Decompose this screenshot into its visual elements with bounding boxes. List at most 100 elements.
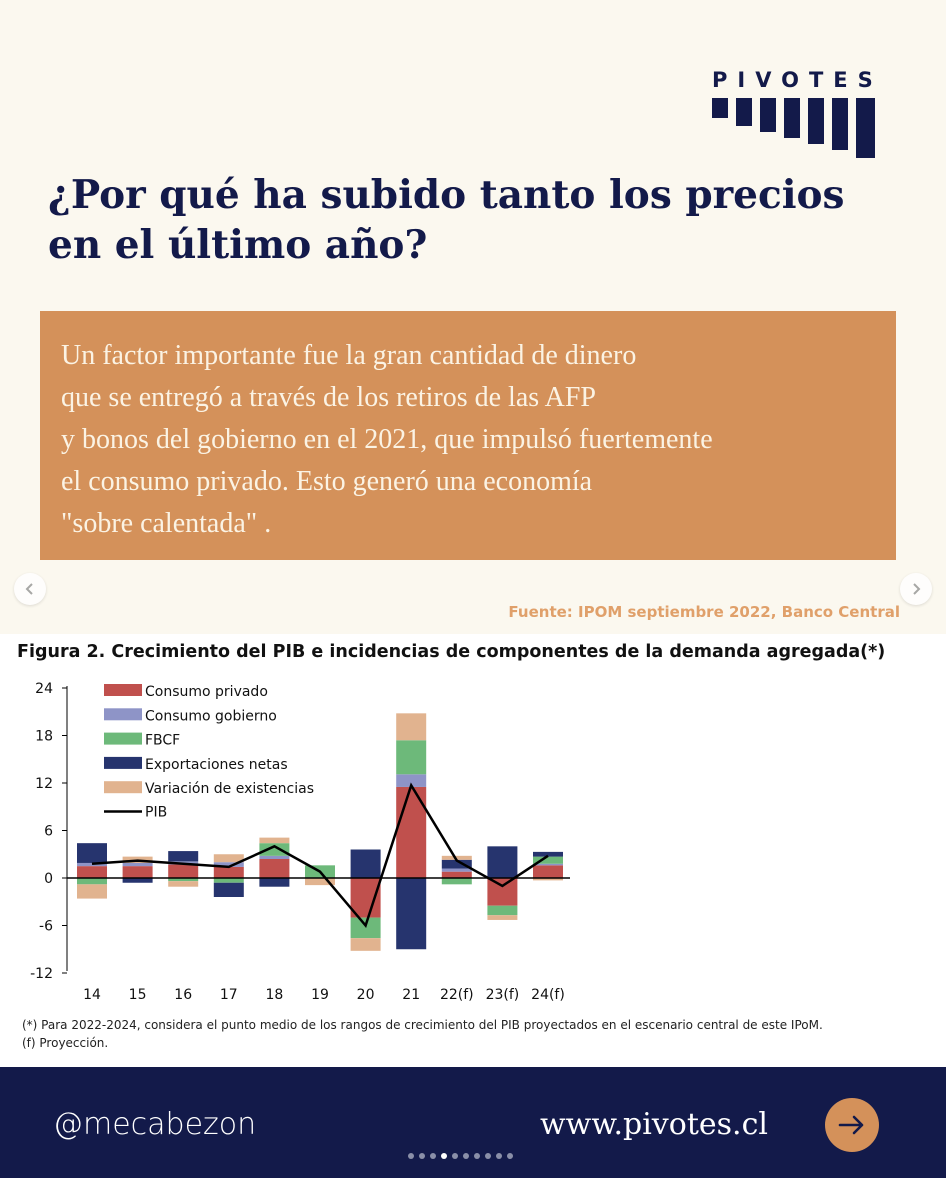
y-tick-label: -6 [39, 919, 53, 935]
bar-segment [259, 859, 290, 878]
bar-segment [396, 740, 427, 775]
legend-swatch [104, 732, 142, 745]
bar-segment [259, 843, 290, 856]
bar-segment [77, 884, 107, 899]
bar-segment [487, 846, 518, 878]
bar-segment [77, 843, 107, 863]
legend-label: FBCF [145, 733, 180, 749]
legend-swatch [104, 684, 142, 696]
legend-label: PIB [145, 805, 167, 821]
bar-segment [487, 905, 518, 916]
bar-segment [259, 878, 290, 887]
bar-segment [168, 878, 199, 882]
carousel-dot[interactable] [419, 1153, 425, 1159]
x-tick-label: 19 [311, 987, 329, 1003]
y-tick-label: 18 [35, 729, 53, 745]
quote-box: Un factor importante fue la gran cantida… [40, 311, 896, 560]
carousel-dot[interactable] [507, 1153, 513, 1159]
bar-segment [533, 865, 563, 878]
bar-segment [441, 878, 472, 885]
carousel-dot[interactable] [408, 1153, 414, 1159]
x-tick-label: 20 [357, 987, 375, 1003]
bar-segment [396, 878, 427, 950]
bar-segment [122, 878, 153, 883]
bar-segment [259, 855, 290, 859]
x-tick-label: 22(f) [440, 987, 474, 1003]
bar-segment [168, 881, 199, 887]
bar-segment [213, 862, 244, 867]
y-tick-label: 0 [44, 871, 53, 887]
y-tick-label: 12 [35, 776, 53, 792]
bar-segment [168, 851, 199, 862]
title-line-1: ¿Por qué ha subido tanto los precios [48, 172, 845, 218]
x-tick-label: 15 [129, 987, 147, 1003]
figure-title: Figura 2. Crecimiento del PIB e incidenc… [17, 642, 886, 662]
bar-segment [533, 863, 563, 866]
bar-segment [441, 871, 472, 878]
x-tick-label: 17 [220, 987, 238, 1003]
legend-label: Variación de existencias [145, 781, 314, 797]
carousel-dot[interactable] [430, 1153, 436, 1159]
bar-segment [441, 859, 472, 869]
bar-segment [213, 866, 244, 878]
bar-segment [396, 774, 427, 787]
legend-swatch [104, 781, 142, 794]
footer: @mecabezon www.pivotes.cl [0, 1067, 946, 1178]
bar-segment [350, 917, 381, 939]
logo-bars-icon [712, 98, 875, 158]
x-tick-label: 21 [402, 987, 420, 1003]
carousel-next-button[interactable] [900, 573, 932, 605]
bar-segment [533, 856, 563, 864]
bar-segment [259, 837, 290, 844]
bar-segment [168, 864, 199, 878]
legend-swatch [104, 756, 142, 769]
arrow-right-icon [838, 1115, 864, 1135]
website-link[interactable]: www.pivotes.cl [540, 1107, 768, 1142]
bar-segment [533, 851, 563, 857]
gdp-chart: 24 18 12 6 0 -6 -12 14 15 16 17 18 19 20 21 22(f) 23(f) 2… [30, 681, 570, 1003]
y-tick-label: -12 [30, 966, 53, 982]
bar-segment [213, 878, 244, 883]
quote-line: "sobre calentada" . [61, 508, 272, 539]
bar-segment [350, 849, 381, 878]
bar-segment [122, 866, 153, 878]
carousel-dot[interactable] [441, 1153, 447, 1159]
carousel-dot[interactable] [452, 1153, 458, 1159]
carousel-dot[interactable] [463, 1153, 469, 1159]
bar-segment [77, 866, 107, 878]
y-tick-label: 6 [44, 824, 53, 840]
y-tick-label: 24 [35, 681, 53, 697]
figure-panel: Figura 2. Crecimiento del PIB e incidenc… [0, 634, 946, 1067]
carousel-prev-button[interactable] [14, 573, 46, 605]
bar-segment [533, 878, 563, 881]
bar-segment [396, 713, 427, 741]
next-slide-button[interactable] [825, 1098, 879, 1152]
bar-segment [305, 878, 335, 886]
bar-segment [77, 862, 107, 867]
legend-swatch [104, 708, 142, 721]
x-tick-label: 18 [265, 987, 283, 1003]
legend-label: Consumo gobierno [145, 708, 277, 724]
legend-label: Consumo privado [145, 684, 268, 700]
carousel-dot[interactable] [474, 1153, 480, 1159]
chevron-right-icon [913, 583, 921, 595]
footnote-2: (f) Proyección. [22, 1036, 109, 1050]
chevron-left-icon [25, 583, 33, 595]
bar-segment [350, 938, 381, 951]
social-handle[interactable]: @mecabezon [53, 1107, 257, 1142]
title-line-2: en el último año? [48, 222, 428, 268]
source-caption: Fuente: IPOM septiembre 2022, Banco Cent… [508, 603, 900, 621]
x-tick-label: 24(f) [531, 987, 565, 1003]
bar-segment [77, 878, 107, 885]
page-title: ¿Por qué ha subido tanto los precios en … [48, 170, 868, 270]
carousel-dot[interactable] [485, 1153, 491, 1159]
x-tick-label: 23(f) [486, 987, 520, 1003]
x-tick-label: 16 [174, 987, 192, 1003]
bar-segment [122, 862, 153, 867]
quote-line: Un factor importante fue la gran cantida… [61, 340, 637, 371]
bar-segment [487, 915, 518, 920]
bar-segment [441, 855, 472, 860]
bar-segment [213, 854, 244, 863]
footnote-1: (*) Para 2022-2024, considera el punto m… [22, 1018, 823, 1032]
carousel-dot[interactable] [496, 1153, 502, 1159]
